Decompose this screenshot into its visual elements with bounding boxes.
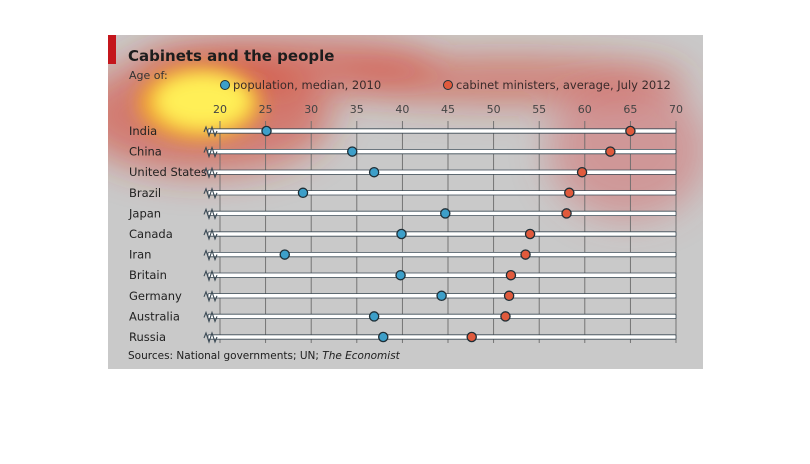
minister-point-japan [561, 208, 572, 219]
axis-break-icon-brazil [203, 187, 218, 200]
minister-point-india [625, 125, 636, 137]
row-track-australia [207, 313, 677, 320]
minister-point-russia [466, 331, 477, 343]
legend-label-population: population, median, 2010 [233, 78, 382, 92]
x-tick-label-30: 30 [304, 103, 318, 116]
dot-plot: 20 25 30 35 40 45 50 55 60 65 70 India China United S… [128, 103, 683, 344]
population-point-china [346, 146, 358, 157]
axis-break-icon-germany [203, 290, 218, 303]
source-note: Sources: National governments; UN; The E… [128, 350, 400, 362]
row-label-australia: Australia [129, 309, 180, 323]
population-point-canada [396, 228, 407, 240]
row-track-china [207, 149, 677, 155]
x-tick-label-40: 40 [395, 103, 409, 116]
population-point-britain [395, 269, 406, 281]
minister-point-australia [500, 311, 511, 322]
legend-dot-ministers-icon [443, 80, 453, 90]
row-label-china: China [129, 145, 162, 159]
axis-break-icon-united-states [203, 166, 218, 179]
legend-label-ministers: cabinet ministers, average, July 2012 [456, 78, 671, 92]
minister-point-united-states [576, 166, 588, 178]
row-label-britain: Britain [129, 268, 167, 282]
row-track-brazil [207, 190, 677, 196]
population-point-australia [368, 311, 380, 322]
minister-point-germany [503, 290, 515, 302]
population-point-japan [440, 208, 451, 219]
row-label-brazil: Brazil [129, 186, 161, 200]
axis-break-icon-britain [203, 269, 218, 282]
population-point-united-states [368, 166, 380, 178]
row-track-united-states [207, 169, 677, 175]
x-tick-label-60: 60 [578, 103, 592, 116]
axis-break-icon-australia [203, 310, 218, 324]
legend-dot-population-icon [220, 80, 230, 90]
x-tick-label-20: 20 [213, 103, 227, 116]
accent-bar [108, 35, 116, 64]
axis-break-icon-russia [203, 331, 218, 344]
chart-figure: Cabinets and the people Age of: populati… [108, 35, 703, 369]
source-prefix: Sources: National governments; UN; [128, 350, 323, 362]
row-label-japan: Japan [128, 206, 161, 220]
population-point-russia [377, 331, 389, 343]
x-tick-label-25: 25 [259, 103, 273, 116]
row-label-germany: Germany [129, 289, 182, 303]
population-point-india [261, 125, 272, 137]
x-tick-label-35: 35 [350, 103, 364, 116]
row-label-canada: Canada [129, 227, 173, 241]
row-track-india [207, 128, 677, 134]
x-tick-label-65: 65 [623, 103, 637, 116]
legend-item-population: population, median, 2010 [220, 78, 381, 92]
row-label-russia: Russia [129, 330, 166, 344]
minister-point-china [605, 146, 616, 157]
minister-point-brazil [564, 187, 575, 199]
row-track-britain [207, 272, 677, 278]
chart-subtitle: Age of: [129, 69, 168, 82]
chart-title: Cabinets and the people [128, 47, 335, 65]
x-tick-label-55: 55 [532, 103, 546, 116]
population-point-germany [436, 290, 447, 302]
population-point-iran [279, 249, 291, 260]
minister-point-britain [505, 269, 517, 281]
x-tick-label-50: 50 [487, 103, 501, 116]
population-point-brazil [297, 187, 309, 199]
axis-break-icon-japan [203, 207, 218, 221]
axis-break-icon-canada [203, 228, 218, 241]
source-publication: The Economist [322, 350, 400, 362]
legend-item-ministers: cabinet ministers, average, July 2012 [443, 78, 671, 92]
x-tick-label-45: 45 [441, 103, 455, 116]
row-track-russia [207, 334, 677, 340]
row-track-iran [207, 251, 677, 258]
row-label-united-states: United States [129, 165, 207, 179]
minister-point-iran [520, 249, 531, 260]
axis-break-icon-china [203, 145, 218, 159]
minister-point-canada [524, 228, 536, 240]
axis-break-icon-iran [203, 248, 218, 262]
x-tick-label-70: 70 [669, 103, 683, 116]
row-track-canada [207, 231, 677, 237]
axis-break-icon-india [203, 125, 218, 138]
row-label-india: India [129, 124, 157, 138]
row-label-iran: Iran [129, 248, 151, 262]
